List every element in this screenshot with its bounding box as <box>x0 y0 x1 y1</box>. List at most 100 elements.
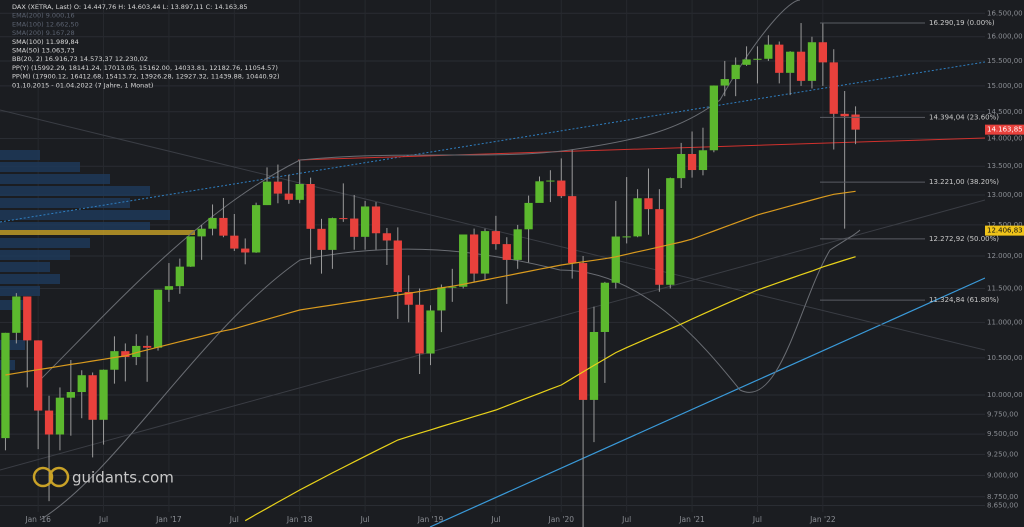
candle-body <box>840 113 849 117</box>
y-tick-label: 12.500,00 <box>987 221 1023 229</box>
candle-body <box>807 42 817 81</box>
x-tick-label: Jul <box>490 515 500 524</box>
candle-body <box>480 231 490 274</box>
candle-body <box>306 184 315 229</box>
candle-body <box>121 351 130 358</box>
legend-entry: EMA(100) 12.662,50 <box>12 20 79 28</box>
candle-body <box>23 296 32 341</box>
candle-body <box>818 42 827 63</box>
candle-body <box>459 234 468 287</box>
candle-body <box>219 217 228 236</box>
fib-label: 11.324,84 (61.80%) <box>929 296 999 304</box>
candle-body <box>687 153 697 171</box>
candle-body <box>371 206 381 234</box>
candle-body <box>786 51 795 73</box>
candle-body <box>448 286 457 288</box>
y-tick-label: 11.000,00 <box>987 318 1023 326</box>
grid <box>0 0 985 512</box>
candle-body <box>273 181 283 194</box>
candle-body <box>1 332 10 439</box>
candle-body <box>611 236 620 283</box>
legend-entry: PP(Y) (15992.29, 18141.24, 17013.05, 151… <box>12 64 278 72</box>
poc-band <box>0 230 195 235</box>
candle-body <box>469 234 479 274</box>
candle-body <box>568 196 577 264</box>
legend-entry: EMA(200) 9.000,16 <box>12 12 75 20</box>
candle-body <box>88 375 97 420</box>
candle-body <box>546 180 555 182</box>
candle-body <box>350 218 359 237</box>
candle-body <box>491 231 501 245</box>
candle-body <box>230 235 239 249</box>
x-tick-label: Jan '22 <box>809 515 836 524</box>
y-tick-label: 15.500,00 <box>987 57 1023 65</box>
candle-body <box>633 198 642 237</box>
candle-body <box>437 287 446 311</box>
candle-body <box>317 228 326 250</box>
candle-body <box>328 218 337 250</box>
candle-body <box>241 248 250 253</box>
logo: guidants.com <box>32 466 174 488</box>
candle-body <box>12 296 21 333</box>
y-tick-label: 8.650,00 <box>987 502 1018 510</box>
y-tick-label: 9.000,00 <box>987 471 1018 479</box>
x-tick-label: Jan '20 <box>548 515 575 524</box>
candle-body <box>698 150 708 171</box>
y-tick-label: 16.500,00 <box>987 9 1023 17</box>
legend-entry: BB(20, 2) 16.916,73 14.573,37 12.230,02 <box>12 55 148 63</box>
candle-body <box>415 304 424 354</box>
candle-body <box>132 345 141 358</box>
y-tick-label: 14.000,00 <box>987 135 1023 143</box>
x-tick-label: Jul <box>360 515 370 524</box>
candle-body <box>382 233 392 241</box>
candle-body <box>295 184 304 200</box>
candle-body <box>557 180 566 197</box>
candle-body <box>535 181 544 203</box>
marks <box>1 23 860 527</box>
legend-entry: SMA(100) 11.989,84 <box>12 38 79 46</box>
candle-body <box>164 286 174 290</box>
x-tick-label: Jan '19 <box>417 515 444 524</box>
candle-body <box>764 44 773 59</box>
candle-body <box>775 44 784 73</box>
y-tick-label: 12.000,00 <box>987 252 1023 260</box>
candle-body <box>110 351 119 370</box>
y-tick-label: 10.000,00 <box>987 391 1023 399</box>
legend-entry: SMA(50) 13.063,73 <box>12 47 75 55</box>
candle-body <box>197 228 206 237</box>
candle-body <box>666 178 675 285</box>
fib-label: 12.272,92 (50.00%) <box>929 235 999 243</box>
y-tick-label: 16.000,00 <box>987 33 1023 41</box>
candle-body <box>709 85 719 151</box>
x-tick-label: Jan '17 <box>155 515 182 524</box>
fib-label: 14.394,04 (23.60%) <box>929 113 999 121</box>
candle-body <box>153 289 163 348</box>
y-tick-label: 14.500,00 <box>987 108 1023 116</box>
candle-body <box>66 392 75 398</box>
candle-body <box>175 266 184 287</box>
price-tag-label: 14.163,85 <box>987 126 1023 134</box>
candle-body <box>644 198 653 210</box>
legend-entry: SMA(200) 9.167,28 <box>12 29 75 37</box>
candle-body <box>186 236 195 267</box>
price-tag-label: 12.406,83 <box>987 227 1023 235</box>
y-tick-label: 15.000,00 <box>987 82 1023 90</box>
x-tick-label: Jan '21 <box>678 515 705 524</box>
candle-body <box>851 114 860 130</box>
candle-body <box>524 202 533 230</box>
legend-entry: 01.10.2015 - 01.04.2022 (7 Jahre, 1 Mona… <box>12 81 153 89</box>
candle-body <box>55 397 65 435</box>
candle-body <box>142 345 152 348</box>
indicator-line <box>244 256 856 522</box>
fib-label: 13.221,00 (38.20%) <box>929 178 999 186</box>
candle-body <box>393 240 402 292</box>
candle-body <box>360 206 370 237</box>
x-tick-label: Jul <box>98 515 108 524</box>
y-tick-label: 13.000,00 <box>987 191 1023 199</box>
candle-body <box>578 263 588 400</box>
logo-text: guidants.com <box>72 469 174 487</box>
y-tick-label: 11.500,00 <box>987 284 1023 292</box>
candle-body <box>600 282 610 332</box>
candle-body <box>284 193 293 200</box>
candle-body <box>753 58 762 60</box>
